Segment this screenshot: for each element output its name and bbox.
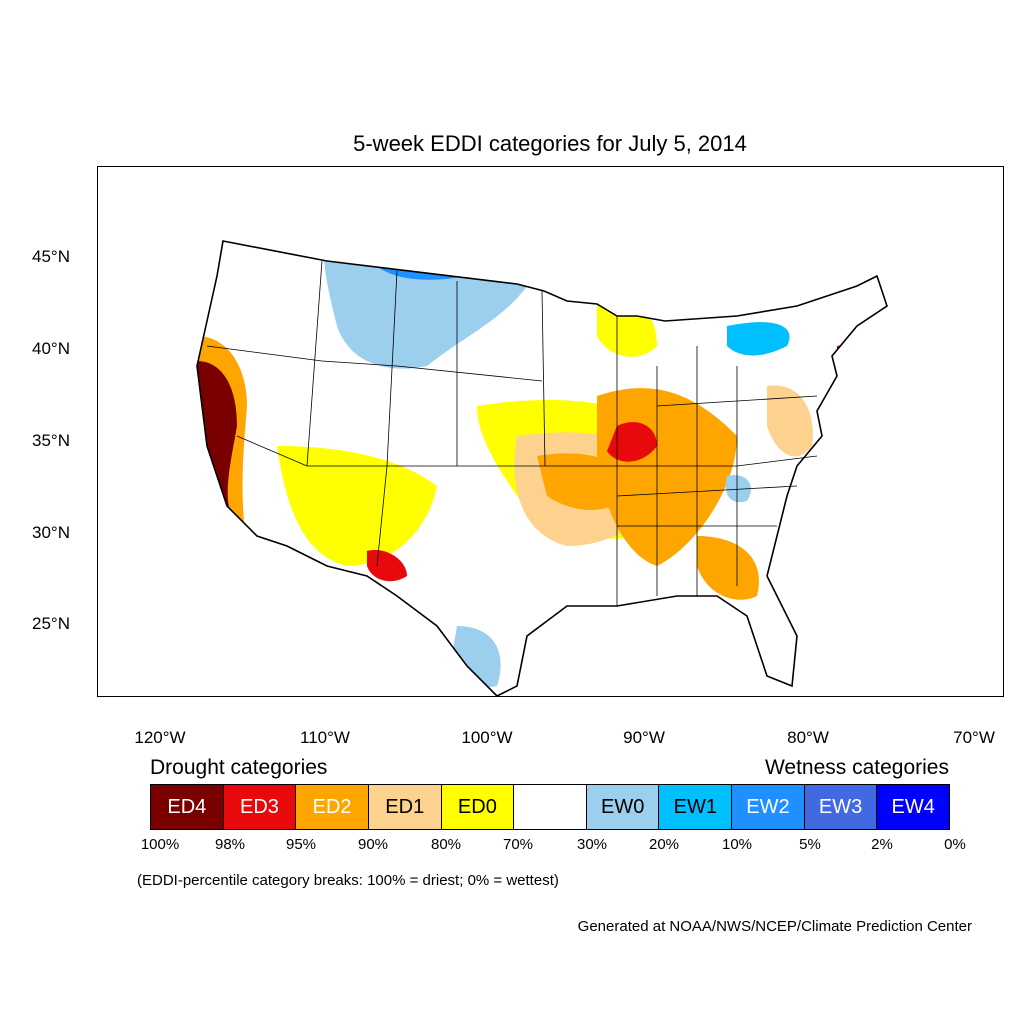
lat-label-40: 40°N — [32, 339, 70, 358]
break-label-20: 20% — [648, 836, 680, 853]
swatch-label: EW1 — [673, 795, 717, 818]
legend-swatch-neutral — [514, 785, 587, 829]
lon-label-110w: 110°W — [300, 728, 350, 747]
swatch-label: EW4 — [891, 795, 935, 818]
break-label-98: 98% — [214, 836, 246, 853]
lon-label-100w: 100°W — [461, 728, 513, 747]
legend-swatch-ew4: EW4 — [877, 785, 950, 829]
map-title: 5-week EDDI categories for July 5, 2014 — [353, 131, 747, 156]
legend-swatch-ed3: ED3 — [223, 785, 297, 829]
legend-swatch-ew0: EW0 — [586, 785, 660, 829]
break-label-2: 2% — [871, 836, 893, 853]
break-label-30: 30% — [576, 836, 608, 853]
swatch-label: EW3 — [818, 795, 863, 818]
break-label-5: 5% — [799, 836, 821, 853]
swatch-label: ED2 — [312, 795, 352, 818]
break-label-95: 95% — [285, 836, 317, 853]
break-label-90: 90% — [357, 836, 389, 853]
lon-label-120w: 120°W — [134, 728, 186, 747]
legend-swatch-ed0: ED0 — [441, 785, 515, 829]
swatch-label: EW0 — [600, 795, 645, 818]
legend-swatch-ed4: ED4 — [151, 785, 224, 829]
coastlines — [196, 240, 888, 697]
break-label-70: 70% — [502, 836, 534, 853]
break-label-80: 80% — [430, 836, 462, 853]
lon-label-70w: 70°W — [953, 728, 995, 747]
swatch-label: EW2 — [746, 795, 790, 818]
break-label-0: 0% — [944, 836, 966, 853]
credit-line: Generated at NOAA/NWS/NCEP/Climate Predi… — [577, 918, 972, 935]
drought-heading: Drought categories — [150, 756, 328, 779]
wetness-heading: Wetness categories — [764, 756, 949, 779]
category-breaks-note: (EDDI-percentile category breaks: 100% =… — [137, 872, 559, 889]
legend-swatch-ed2: ED2 — [296, 785, 369, 829]
legend-color-bar: ED4 ED3 ED2 ED1 ED0 EW0 EW1 EW2 EW3 EW4 — [150, 784, 950, 830]
swatch-label: ED4 — [167, 795, 207, 818]
break-label-100: 100% — [140, 836, 180, 853]
state-borders — [206, 260, 818, 606]
legend-swatch-ew1: EW1 — [659, 785, 733, 829]
legend-swatch-ew3: EW3 — [804, 785, 878, 829]
swatch-label: ED3 — [240, 795, 279, 818]
legend-swatch-ed1: ED1 — [368, 785, 442, 829]
swatch-label: ED0 — [457, 795, 497, 818]
legend-swatch-ew2: EW2 — [732, 785, 805, 829]
lon-label-80w: 80°W — [787, 728, 829, 747]
break-label-10: 10% — [721, 836, 753, 853]
lat-label-25: 25°N — [32, 614, 70, 633]
lat-label-35: 35°N — [32, 431, 70, 450]
eddi-map — [97, 166, 1004, 697]
swatch-label: ED1 — [385, 795, 425, 818]
lat-label-30: 30°N — [32, 523, 70, 542]
lon-label-90w: 90°W — [623, 728, 665, 747]
lat-label-45: 45°N — [32, 247, 70, 266]
